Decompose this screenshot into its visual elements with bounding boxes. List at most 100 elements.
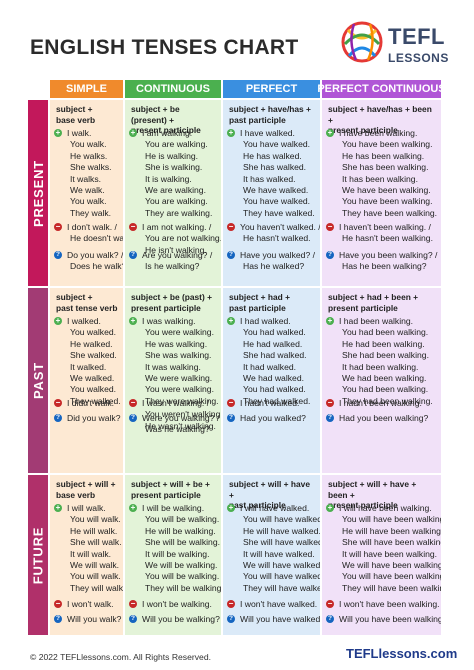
question-examples: ? Are you walking? / Is he walking? [129, 250, 219, 273]
formula-text: subject + will + base verb [56, 479, 119, 500]
example-sentence: I hadn't been walking. [339, 398, 422, 408]
example-sentence: I won't have been walking. [339, 599, 440, 609]
example-sentence: I had been walking. [339, 316, 414, 326]
question-examples: ? Have you been walking? / Has he been wal… [326, 250, 439, 273]
formula-line: subject + [56, 104, 93, 114]
logo-text-lessons: LESSONS [388, 51, 449, 65]
example-sentence: They walked. [70, 395, 121, 406]
formula-text: subject + past tense verb [56, 292, 119, 313]
example-sentence: You were walking. [145, 384, 214, 395]
example-sentence: It will have been walking. [342, 548, 438, 559]
formula-text: subject + will + be + present participle [131, 479, 217, 500]
example-sentence: You had been walking. [342, 327, 429, 338]
example-sentence: She had walked. [243, 350, 307, 361]
example-sentence: You haven't walked. / [240, 222, 320, 232]
example-sentence: We walk. [70, 185, 105, 196]
example-sentence: Will you have walked? [240, 614, 320, 624]
example-lines: You haven't walked. / He hasn't walked. [240, 222, 320, 245]
plus-icon: + [54, 128, 62, 137]
example-sentence: It walks. [70, 173, 102, 184]
example-sentence: You walk. [70, 139, 107, 150]
example-sentence: Is he walking? [145, 261, 200, 272]
formula-text: subject + have/has + past participle [229, 104, 316, 125]
example-sentence: I won't have walked. [240, 599, 318, 609]
question-icon: ? [54, 414, 62, 422]
example-sentence: We will have walked. [243, 560, 320, 571]
example-sentence: He will walk. [70, 525, 118, 536]
example-sentence: You walked. [70, 384, 117, 395]
example-sentence: They are walking. [145, 207, 213, 218]
formula-line: subject + had + [229, 292, 290, 302]
example-sentence: You will have walked. [243, 514, 320, 525]
example-sentence: You walk. [70, 196, 107, 207]
example-sentence: They were walking. [145, 395, 219, 406]
example-sentence: He isn't walking. [145, 244, 207, 255]
example-sentence: I didn't walk. [67, 398, 115, 408]
cell-past-perfect-continuous: subject + had + been + present participle… [322, 288, 441, 473]
example-sentence: I will have been walking. [339, 503, 432, 513]
example-sentence: It has walked. [243, 173, 296, 184]
formula-line: base verb [56, 489, 96, 500]
question-examples: ? Do you walk? / Does he walk? [54, 250, 123, 273]
example-sentence: Will you walk? [67, 614, 122, 624]
minus-icon: − [227, 398, 235, 407]
formula-line: subject + be (present) + [131, 104, 180, 125]
example-sentence: He doesn't walk. [70, 233, 123, 244]
example-sentence: We are walking. [145, 185, 206, 196]
example-sentence: I don't walk. / [67, 222, 117, 232]
formula-line: present participle [328, 125, 398, 135]
example-sentence: Are you walking? / [142, 250, 213, 260]
example-sentence: They will be walking. [145, 582, 221, 593]
example-sentence: I wasn't walking. / [142, 398, 210, 408]
example-lines: I didn't walk. [67, 398, 121, 409]
question-examples: ? Had you been walking? [326, 413, 439, 424]
negative-examples: − I won't have been walking. [326, 599, 440, 610]
example-lines: Are you walking? / Is he walking? [142, 250, 219, 273]
minus-icon: − [326, 398, 334, 407]
negative-examples: − I hadn't been walking. [326, 398, 439, 409]
question-icon: ? [54, 615, 62, 623]
example-sentence: You walked. [70, 327, 117, 338]
positive-examples: + I will have walked. You will have walked… [227, 503, 320, 594]
example-sentence: You will have walked. [243, 571, 320, 582]
example-lines: I will have walked. You will have walked.… [240, 503, 320, 594]
formula-line: present participle [328, 500, 398, 510]
example-sentence: You are walking. [145, 196, 208, 207]
negative-examples: − I won't have walked. [227, 599, 318, 610]
formula-line: past tense verb [56, 302, 118, 313]
minus-icon: − [326, 222, 334, 231]
example-sentence: You had walked. [243, 384, 306, 395]
question-examples: ? Will you walk? [54, 614, 121, 625]
example-sentence: I will be walking. [142, 503, 205, 513]
positive-examples: + I had been walking. You had been walking… [326, 316, 439, 407]
question-examples: ? Will you have been walking? [326, 614, 441, 625]
formula-text: subject + have/has + been + present parti… [328, 104, 437, 136]
formula-line: present participle [131, 489, 201, 500]
cell-present-simple: subject + base verb + I walk. You walk. He wa… [50, 100, 123, 286]
question-icon: ? [129, 615, 137, 623]
example-sentence: I won't be walking. [142, 599, 212, 609]
example-sentence: She is walking. [145, 162, 203, 173]
negative-examples: − I won't walk. [54, 599, 121, 610]
example-sentence: I had walked. [240, 316, 291, 326]
question-icon: ? [227, 615, 235, 623]
example-lines: I hadn't been walking. [339, 398, 439, 409]
row-label-text: PRESENT [30, 159, 46, 227]
example-sentence: She will be walking. [145, 537, 220, 548]
site-name: TEFLlessons.com [346, 646, 458, 661]
positive-examples: + I will be walking. You will be walking. H… [129, 503, 221, 594]
column-header-perfect-cont: PERFECT CONTINUOUS [317, 80, 446, 98]
example-sentence: I was walking. [142, 316, 196, 326]
globe-icon [341, 21, 383, 63]
minus-icon: − [129, 398, 137, 407]
example-lines: Will you walk? [67, 614, 121, 625]
cell-past-continuous: subject + be (past) + present participle +… [125, 288, 221, 473]
plus-icon: + [326, 503, 334, 512]
example-lines: I have been walking. You have been walkin… [339, 128, 439, 219]
example-sentence: You will walk. [70, 571, 121, 582]
formula-line: subject + will + be + [131, 479, 210, 489]
example-sentence: You will be walking. [145, 514, 220, 525]
example-lines: Have you been walking? / Has he been walk… [339, 250, 439, 273]
tefl-lessons-logo: TEFL LESSONS [340, 16, 458, 76]
example-sentence: You had walked. [243, 327, 306, 338]
